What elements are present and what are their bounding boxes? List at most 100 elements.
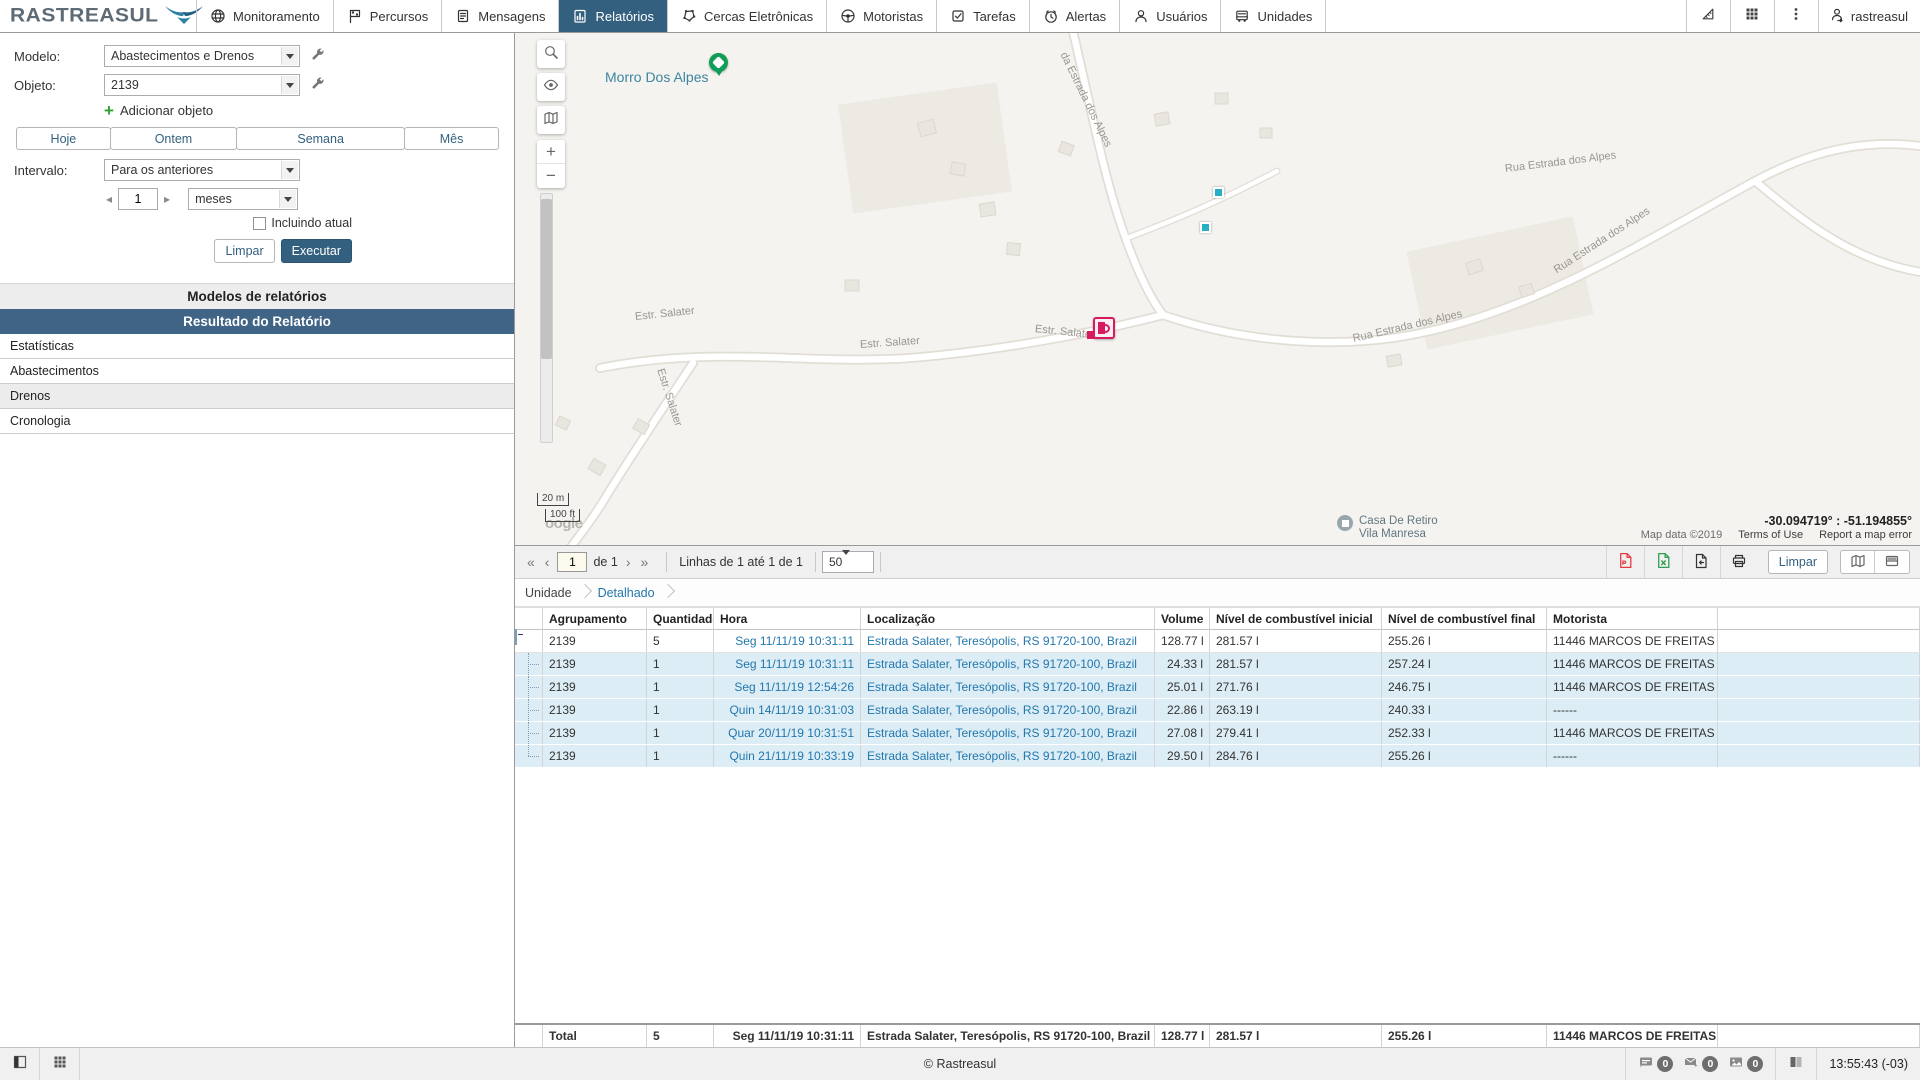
pdf-file-icon xyxy=(1617,552,1634,572)
excel-file-icon xyxy=(1655,552,1672,572)
interval-unit-select[interactable]: meses xyxy=(188,188,299,210)
dashboard-grid-button[interactable] xyxy=(40,1048,80,1080)
image-icon xyxy=(1728,1054,1744,1075)
result-item-abastecimentos[interactable]: Abastecimentos xyxy=(0,359,514,384)
pager: « ‹ de 1 › » xyxy=(515,552,660,572)
modelo-select[interactable]: Abastecimentos e Drenos xyxy=(104,45,300,67)
cell-filler xyxy=(1718,630,1920,652)
nav-tab-monitoramento[interactable]: Monitoramento xyxy=(196,0,333,32)
range-button-ontem[interactable]: Ontem xyxy=(109,127,238,150)
modelo-settings-button[interactable] xyxy=(310,47,326,66)
range-button-hoje[interactable]: Hoje xyxy=(16,127,111,150)
objeto-settings-button[interactable] xyxy=(310,76,326,95)
measure-tool-button[interactable] xyxy=(1685,0,1730,32)
plus-icon: + xyxy=(104,100,114,120)
nav-tab-percursos[interactable]: Percursos xyxy=(332,0,442,32)
interval-unit-value: meses xyxy=(195,192,232,206)
clock-label: 13:55:43 (-03) xyxy=(1816,1048,1920,1080)
nav-tab-motoristas[interactable]: Motoristas xyxy=(826,0,936,32)
range-button-semana[interactable]: Semana xyxy=(236,127,406,150)
table-row[interactable]: 2139 5 Seg 11/11/19 10:31:11 Estrada Salate… xyxy=(515,629,1920,653)
table-row[interactable]: 2139 1 Quin 14/11/19 10:31:03 Estrada Salat… xyxy=(515,699,1920,722)
range-button-m-s[interactable]: Mês xyxy=(404,127,499,150)
page-size-select[interactable]: 50 xyxy=(822,551,874,573)
terms-of-use-link[interactable]: Terms of Use xyxy=(1738,529,1804,541)
add-object-button[interactable]: + Adicionar objeto xyxy=(104,100,500,120)
next-page-button[interactable]: › xyxy=(625,554,631,570)
export-pdf-button[interactable] xyxy=(1605,546,1644,578)
executar-button[interactable]: Executar xyxy=(280,239,352,263)
map-layers-button[interactable] xyxy=(537,106,565,134)
column-header: Nível de combustível final xyxy=(1382,607,1547,630)
toggle-sidebar-button[interactable] xyxy=(0,1048,40,1080)
cell-quantidade: 1 xyxy=(647,745,714,767)
geofence-point-marker[interactable] xyxy=(1200,222,1211,233)
modelo-select-value: Abastecimentos e Drenos xyxy=(111,49,255,63)
user-avatar-icon xyxy=(1829,7,1845,26)
nav-tab-usu-rios[interactable]: Usuários xyxy=(1119,0,1220,32)
export-excel-button[interactable] xyxy=(1643,546,1682,578)
report-map-error-link[interactable]: Report a map error xyxy=(1819,529,1912,541)
split-view-toggle[interactable] xyxy=(1875,551,1909,573)
zoom-slider[interactable] xyxy=(540,193,553,443)
geofence-point-marker[interactable] xyxy=(1213,187,1224,198)
nav-tab-label: Monitoramento xyxy=(233,8,320,24)
nav-tab-relat-rios[interactable]: Relatórios xyxy=(558,0,667,32)
map-visibility-button[interactable] xyxy=(537,73,565,101)
nav-tab-tarefas[interactable]: Tarefas xyxy=(936,0,1029,32)
breadcrumb-detalhado[interactable]: Detalhado xyxy=(597,585,655,600)
cell-volume: 128.77 l xyxy=(1155,1025,1210,1047)
apps-grid-button[interactable] xyxy=(1729,0,1774,32)
objeto-select[interactable]: 2139 xyxy=(104,74,300,96)
grid-limpar-button[interactable]: Limpar xyxy=(1767,550,1828,574)
wrench-icon xyxy=(310,76,326,95)
nav-tab-alertas[interactable]: Alertas xyxy=(1028,0,1119,32)
nav-tab-mensagens[interactable]: Mensagens xyxy=(441,0,558,32)
more-options-button[interactable] xyxy=(1773,0,1818,32)
last-page-button[interactable]: » xyxy=(640,554,649,570)
user-menu[interactable]: rastreasul xyxy=(1817,0,1920,32)
page-number-input[interactable] xyxy=(557,552,588,572)
vehicle-marker[interactable] xyxy=(1087,317,1115,339)
messages-indicator[interactable]: 0 xyxy=(1638,1054,1674,1075)
zoom-slider-thumb[interactable] xyxy=(541,199,552,359)
breadcrumb-unidade[interactable]: Unidade xyxy=(525,585,572,600)
layout-columns-button[interactable] xyxy=(1788,1054,1804,1075)
table-row[interactable]: 2139 1 Quar 20/11/19 10:31:51 Estrada Salat… xyxy=(515,722,1920,745)
limpar-button[interactable]: Limpar xyxy=(214,239,275,263)
collapse-icon[interactable] xyxy=(515,629,517,645)
column-header: Agrupamento xyxy=(543,607,647,630)
green-place-pin-icon[interactable] xyxy=(709,53,728,76)
result-item-drenos[interactable]: Drenos xyxy=(0,384,514,409)
include-current-checkbox[interactable] xyxy=(253,216,267,230)
cell-filler xyxy=(1718,699,1920,721)
nav-tab-cercas-eletr-nicas[interactable]: Cercas Eletrônicas xyxy=(667,0,826,32)
section-modelos-de-relatorios[interactable]: Modelos de relatórios xyxy=(0,283,514,309)
tree-branch-icon xyxy=(515,745,543,767)
mail-indicator[interactable]: 0 xyxy=(1683,1054,1719,1075)
zoom-in-button[interactable]: + xyxy=(537,140,565,164)
map-view-toggle[interactable] xyxy=(1841,551,1875,573)
table-row[interactable]: 2139 1 Seg 11/11/19 12:54:26 Estrada Salate… xyxy=(515,676,1920,699)
interval-count-input[interactable] xyxy=(118,188,159,210)
map-poi[interactable]: Casa De Retiro Vila Manresa xyxy=(1337,515,1438,541)
result-item-cronologia[interactable]: Cronologia xyxy=(0,409,514,434)
zoom-out-button[interactable]: − xyxy=(546,166,556,185)
images-indicator[interactable]: 0 xyxy=(1728,1054,1764,1075)
increment-interval-button[interactable]: ▸ xyxy=(164,192,171,206)
table-row[interactable]: 2139 1 Seg 11/11/19 10:31:11 Estrada Salate… xyxy=(515,653,1920,676)
tree-branch-icon xyxy=(515,676,543,698)
result-item-estat-sticas[interactable]: Estatísticas xyxy=(0,334,514,359)
print-button[interactable] xyxy=(1719,546,1758,578)
table-row[interactable]: 2139 1 Quin 21/11/19 10:33:19 Estrada Salat… xyxy=(515,745,1920,768)
export-file-button[interactable] xyxy=(1681,546,1720,578)
section-resultado-do-relatorio[interactable]: Resultado do Relatório xyxy=(0,309,514,334)
map-search-button[interactable] xyxy=(537,40,565,68)
first-page-button[interactable]: « xyxy=(527,554,535,570)
intervalo-select[interactable]: Para os anteriores xyxy=(104,159,300,181)
table-body: 2139 5 Seg 11/11/19 10:31:11 Estrada Salate… xyxy=(515,629,1920,768)
prev-page-button[interactable]: ‹ xyxy=(544,554,550,570)
map-canvas[interactable]: Morro Dos Alpes da Estrada dos Alpes Rua… xyxy=(515,33,1920,545)
nav-tab-unidades[interactable]: Unidades xyxy=(1220,0,1327,32)
decrement-interval-button[interactable]: ◂ xyxy=(106,192,113,206)
